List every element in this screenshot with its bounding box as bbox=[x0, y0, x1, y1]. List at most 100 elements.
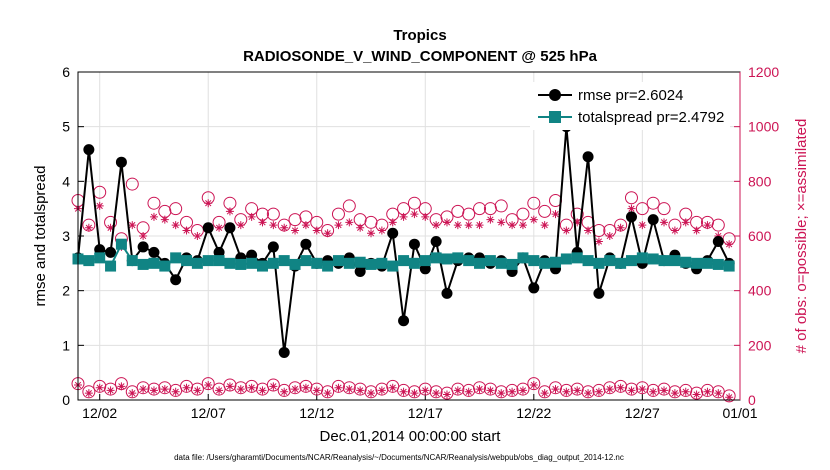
obs-assimilated-point bbox=[453, 386, 462, 395]
totalspread-point bbox=[311, 257, 323, 269]
obs-possible-point bbox=[505, 383, 519, 397]
obs-assimilated-point bbox=[638, 385, 647, 394]
totalspread-point bbox=[278, 255, 290, 267]
obs-assimilated-point bbox=[660, 386, 669, 395]
totalspread-point bbox=[528, 255, 540, 267]
obs-assimilated-point bbox=[681, 387, 690, 396]
rmse-point bbox=[528, 282, 540, 294]
obs-assimilated-point bbox=[627, 386, 636, 395]
y-tick-label: 2 bbox=[62, 283, 70, 299]
obs-assimilated-point bbox=[442, 218, 451, 227]
obs-possible-point bbox=[592, 224, 606, 238]
obs-possible-point bbox=[429, 385, 443, 399]
obs-possible-point bbox=[473, 381, 487, 395]
obs-possible-point bbox=[538, 204, 552, 218]
obs-possible-point bbox=[581, 385, 595, 399]
obs-assimilated-point bbox=[410, 389, 419, 398]
totalspread-point bbox=[517, 252, 529, 264]
legend: rmse pr=2.6024 totalspread pr=2.4792 bbox=[530, 82, 730, 130]
obs-assimilated-point bbox=[508, 221, 517, 230]
totalspread-point bbox=[474, 257, 486, 269]
totalspread-point bbox=[332, 255, 344, 267]
obs-possible-point bbox=[397, 383, 411, 397]
obs-assimilated-point bbox=[421, 386, 430, 395]
obs-possible-point bbox=[342, 381, 356, 395]
obs-possible-point bbox=[147, 382, 161, 396]
obs-assimilated-point bbox=[399, 212, 408, 221]
totalspread-point bbox=[419, 255, 431, 267]
y-tick-label: 5 bbox=[62, 119, 70, 135]
obs-possible-point bbox=[321, 385, 335, 399]
obs-assimilated-point bbox=[725, 393, 734, 402]
rmse-point bbox=[430, 235, 442, 247]
legend-box bbox=[530, 82, 730, 130]
rmse-point bbox=[148, 246, 160, 258]
rmse-point bbox=[712, 235, 724, 247]
x-tick-label: 12/02 bbox=[82, 405, 117, 421]
obs-assimilated-point bbox=[410, 210, 419, 219]
obs-assimilated-point bbox=[106, 223, 115, 232]
obs-assimilated-point bbox=[334, 383, 343, 392]
obs-assimilated-point bbox=[291, 385, 300, 394]
obs-assimilated-point bbox=[204, 380, 213, 389]
totalspread-point bbox=[202, 255, 214, 267]
data-series bbox=[71, 121, 736, 403]
x-tick-label: 12/07 bbox=[191, 405, 226, 421]
obs-assimilated-point bbox=[204, 199, 213, 208]
obs-assimilated-point bbox=[334, 221, 343, 230]
obs-possible-point bbox=[711, 218, 725, 232]
totalspread-point bbox=[582, 255, 594, 267]
x-tick-label: 12/27 bbox=[625, 405, 660, 421]
y-tick-label: 6 bbox=[62, 64, 70, 80]
obs-assimilated-point bbox=[106, 386, 115, 395]
totalspread-point bbox=[398, 255, 410, 267]
obs-assimilated-point bbox=[312, 386, 321, 395]
obs-assimilated-point bbox=[638, 221, 647, 230]
chart-title: Tropics bbox=[393, 27, 446, 44]
totalspread-series bbox=[72, 238, 735, 272]
obs-possible-point bbox=[136, 381, 150, 395]
totalspread-point bbox=[224, 257, 236, 269]
totalspread-point bbox=[343, 257, 355, 269]
obs-assimilated-point bbox=[171, 387, 180, 396]
y2-tick-label: 200 bbox=[748, 337, 772, 353]
obs-assimilated-point bbox=[649, 387, 658, 396]
obs-assimilated-point bbox=[117, 382, 126, 391]
obs-assimilated-point bbox=[605, 232, 614, 240]
totalspread-point bbox=[723, 260, 735, 272]
obs-assimilated-point bbox=[182, 226, 191, 235]
obs-assimilated-point bbox=[508, 387, 517, 396]
obs-assimilated-point bbox=[345, 218, 354, 227]
obs-assimilated-point bbox=[432, 389, 441, 398]
rmse-point bbox=[387, 227, 399, 239]
obs-assimilated-point bbox=[681, 218, 690, 227]
legend-rmse-label: rmse pr=2.6024 bbox=[578, 87, 683, 104]
obs-series-4 bbox=[71, 377, 736, 403]
rmse-point bbox=[267, 241, 279, 253]
obs-assimilated-point bbox=[280, 387, 289, 396]
legend-totalspread-marker bbox=[549, 111, 561, 123]
obs-assimilated-point bbox=[215, 386, 224, 395]
obs-assimilated-point bbox=[139, 385, 148, 394]
obs-possible-point bbox=[104, 382, 118, 396]
obs-possible-point bbox=[462, 207, 476, 221]
y2-tick-label: 800 bbox=[748, 173, 772, 189]
obs-assimilated-point bbox=[193, 386, 202, 395]
x-tick-label: 12/12 bbox=[299, 405, 334, 421]
totalspread-point bbox=[181, 255, 193, 267]
obs-assimilated-point bbox=[367, 229, 376, 238]
obs-assimilated-point bbox=[660, 218, 669, 227]
y2-tick-label: 0 bbox=[748, 392, 756, 408]
obs-assimilated-point bbox=[160, 385, 169, 394]
obs-assimilated-point bbox=[149, 212, 158, 221]
obs-possible-point bbox=[451, 382, 465, 396]
totalspread-point bbox=[148, 257, 160, 269]
obs-assimilated-point bbox=[215, 223, 224, 232]
obs-assimilated-point bbox=[594, 387, 603, 396]
totalspread-point bbox=[669, 255, 681, 267]
y-tick-label: 4 bbox=[62, 173, 70, 189]
obs-assimilated-point bbox=[225, 382, 234, 391]
obs-assimilated-point bbox=[497, 389, 506, 398]
obs-assimilated-point bbox=[453, 221, 462, 230]
obs-assimilated-point bbox=[421, 212, 430, 221]
